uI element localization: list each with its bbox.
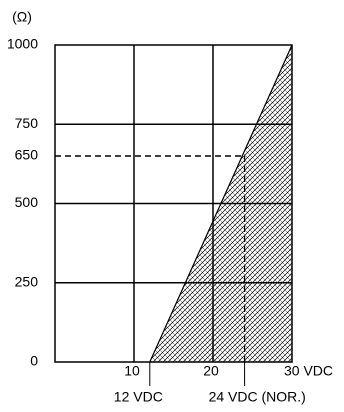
y-tick-label: 0	[30, 353, 38, 369]
annotation: 12 VDC	[114, 389, 163, 405]
x-tick-label: 10	[124, 363, 140, 379]
y-tick-label: 250	[15, 273, 39, 289]
y-tick-label: 650	[15, 147, 39, 163]
y-tick-label: 500	[15, 194, 39, 210]
plot-frame	[54, 44, 293, 363]
annotation: 24 VDC (NOR.)	[209, 389, 306, 405]
y-tick-label: 1000	[7, 36, 38, 52]
x-tick-label: 20	[203, 363, 219, 379]
y-tick-label: 750	[15, 115, 39, 131]
y-unit-label: (Ω)	[12, 9, 32, 25]
x-tick-label: 30 VDC	[284, 363, 333, 379]
